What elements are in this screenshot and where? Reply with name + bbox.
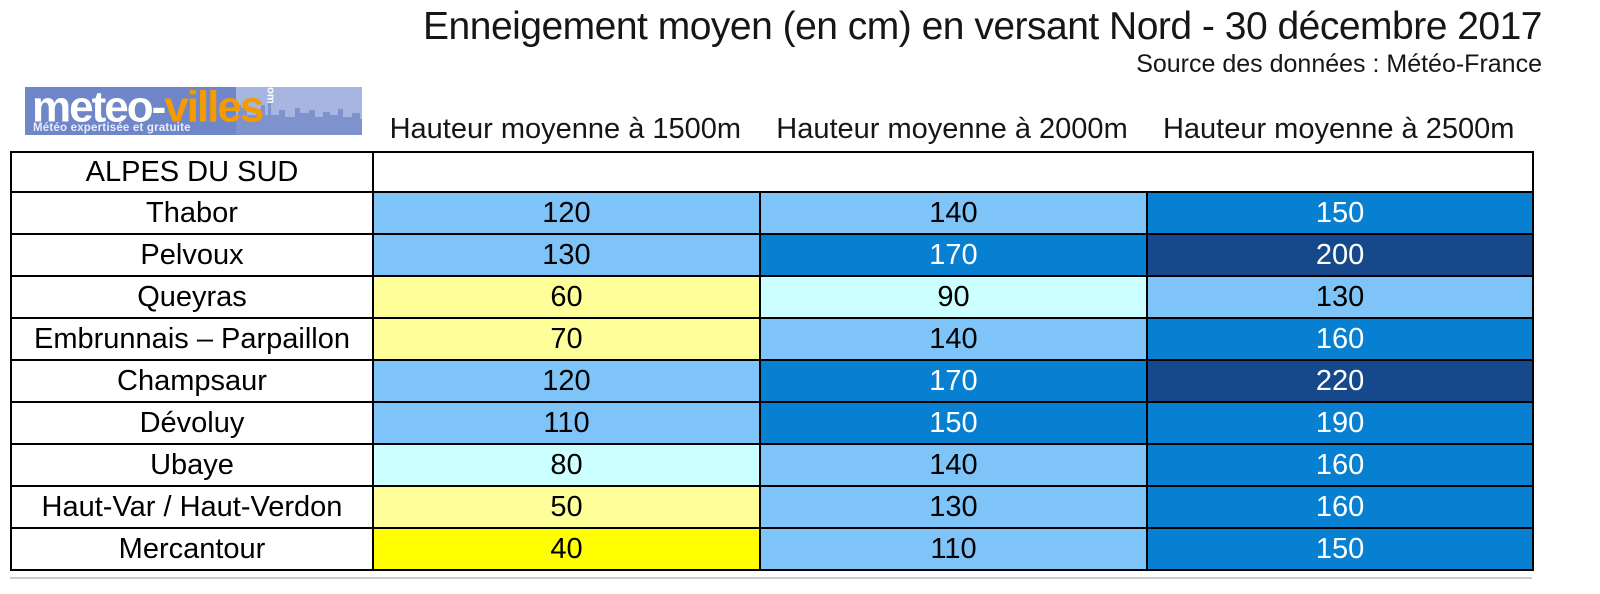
snow-depth-table: ALPES DU SUD Thabor 120 140 150 Pelvoux 130 17…	[10, 151, 1535, 571]
table-body: ALPES DU SUD Thabor 120 140 150 Pelvoux 130 17…	[10, 151, 1535, 571]
snow-depth-cell: 110	[759, 527, 1148, 571]
logo-wordmark: meteo-villes .com	[32, 87, 276, 133]
snow-depth-cell: 80	[372, 443, 761, 487]
snow-depth-cell: 160	[1145, 317, 1535, 361]
logo-text-com: .com	[264, 87, 277, 104]
snow-depth-cell: 50	[372, 485, 761, 529]
massif-name: Ubaye	[10, 443, 374, 487]
region-row-spacer	[371, 151, 1535, 193]
region-header: ALPES DU SUD	[10, 151, 374, 193]
snow-depth-cell: 170	[759, 233, 1148, 277]
table-row: Dévoluy 110 150 190	[10, 401, 1535, 445]
table-row: Thabor 120 140 150	[10, 191, 1535, 235]
column-header-1500m: Hauteur moyenne à 1500m	[389, 113, 742, 145]
snow-depth-cell: 150	[1145, 527, 1535, 571]
snow-depth-cell: 150	[1145, 191, 1535, 235]
table-row: Ubaye 80 140 160	[10, 443, 1535, 487]
massif-name: Mercantour	[10, 527, 374, 571]
column-header-2000m: Hauteur moyenne à 2000m	[776, 113, 1128, 145]
massif-name: Haut-Var / Haut-Verdon	[10, 485, 374, 529]
snow-depth-cell: 140	[759, 443, 1148, 487]
snow-depth-cell: 150	[759, 401, 1148, 445]
table-row: Pelvoux 130 170 200	[10, 233, 1535, 277]
massif-name: Dévoluy	[10, 401, 374, 445]
snow-depth-cell: 140	[759, 317, 1148, 361]
meteo-villes-logo: meteo-villes .com Météo expertisée et gra…	[25, 87, 362, 135]
snow-depth-cell: 220	[1145, 359, 1535, 403]
table-row: Queyras 60 90 130	[10, 275, 1535, 319]
city-skyline-graphic	[222, 87, 362, 135]
logo-text-villes: villes	[164, 87, 264, 132]
massif-name: Queyras	[10, 275, 374, 319]
massif-name: Embrunnais – Parpaillon	[10, 317, 374, 361]
column-header-2500m: Hauteur moyenne à 2500m	[1162, 113, 1515, 145]
snow-depth-cell: 190	[1145, 401, 1535, 445]
logo-tagline: Météo expertisée et gratuite	[33, 122, 191, 134]
snow-depth-cell: 120	[372, 359, 761, 403]
snow-depth-cell: 60	[372, 275, 761, 319]
massif-name: Thabor	[10, 191, 374, 235]
table-row: Haut-Var / Haut-Verdon 50 130 160	[10, 485, 1535, 529]
snow-depth-cell: 70	[372, 317, 761, 361]
snow-depth-cell: 160	[1145, 485, 1535, 529]
snow-depth-cell: 160	[1145, 443, 1535, 487]
snow-depth-cell: 110	[372, 401, 761, 445]
snow-depth-cell: 170	[759, 359, 1148, 403]
table-row: Embrunnais – Parpaillon 70 140 160	[10, 317, 1535, 361]
table-shadow-line	[10, 577, 1532, 579]
table-row: Champsaur 120 170 220	[10, 359, 1535, 403]
massif-name: Pelvoux	[10, 233, 374, 277]
snow-depth-cell: 130	[372, 233, 761, 277]
page-title: Enneigement moyen (en cm) en versant Nor…	[423, 5, 1542, 48]
snow-depth-cell: 90	[759, 275, 1148, 319]
snow-depth-cell: 120	[372, 191, 761, 235]
region-header-row: ALPES DU SUD	[10, 151, 1535, 193]
table-row: Mercantour 40 110 150	[10, 527, 1535, 571]
logo-text-meteo: meteo-	[32, 87, 166, 132]
snow-depth-cell: 130	[1145, 275, 1535, 319]
snow-depth-cell: 140	[759, 191, 1148, 235]
massif-name: Champsaur	[10, 359, 374, 403]
data-source-note: Source des données : Météo-France	[1136, 50, 1542, 78]
column-headers: Hauteur moyenne à 1500m Hauteur moyenne …	[372, 113, 1532, 146]
snow-depth-cell: 200	[1145, 233, 1535, 277]
snow-depth-cell: 130	[759, 485, 1148, 529]
snow-depth-cell: 40	[372, 527, 761, 571]
